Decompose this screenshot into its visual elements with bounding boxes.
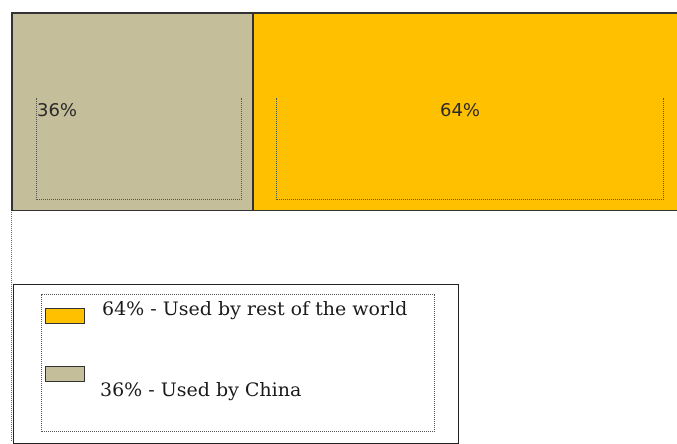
legend-swatch-rest-of-world (45, 308, 85, 324)
plot-area-border (11, 210, 12, 441)
legend-swatch-china (45, 366, 85, 382)
data-label-box-china (36, 98, 242, 200)
bar-segment-rest-of-world: 64% (253, 12, 677, 211)
data-label-rest-of-world: 64% (440, 100, 481, 121)
stacked-bar: 36% 64% (11, 12, 677, 211)
legend-inner-frame: 64% - Used by rest of the world 36% - Us… (41, 294, 435, 432)
legend: 64% - Used by rest of the world 36% - Us… (13, 284, 459, 444)
legend-label-china: 36% - Used by China (100, 379, 302, 401)
bar-segment-china: 36% (11, 12, 253, 211)
data-label-china: 36% (37, 100, 78, 121)
legend-label-rest-of-world: 64% - Used by rest of the world (102, 298, 408, 320)
data-label-box-rest-of-world (276, 98, 664, 200)
